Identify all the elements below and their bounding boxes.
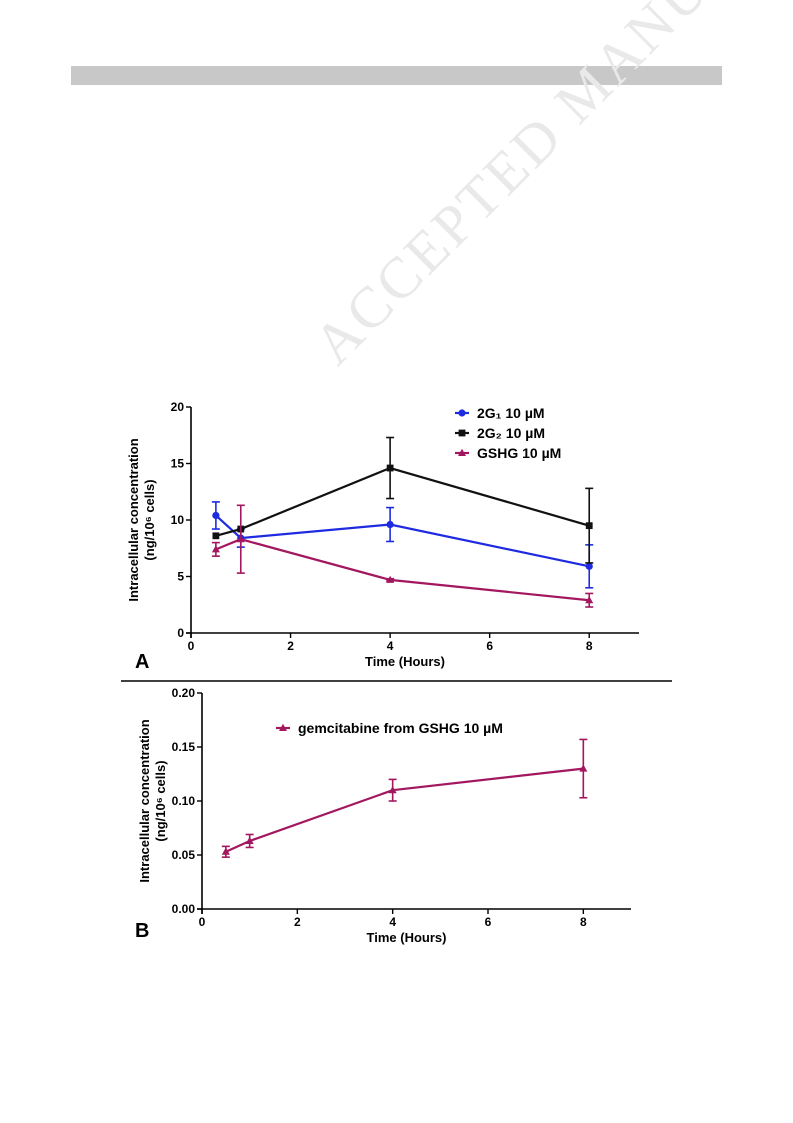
data-point [579,764,588,772]
legend-label: 2G₂ 10 µM [477,425,545,441]
x-axis-label: Time (Hours) [367,930,447,945]
x-tick-label: 8 [580,915,587,929]
data-point [211,545,220,553]
y-tick-label: 0.15 [172,740,196,754]
legend-label: GSHG 10 µM [477,445,561,461]
y-axis-label-line2: (ng/10⁶ cells) [142,479,157,560]
legend-label: 2G₁ 10 µM [477,405,545,421]
data-point [212,511,220,520]
x-axis-label: Time (Hours) [365,654,445,669]
data-point [585,596,594,604]
x-tick-label: 6 [485,915,492,929]
panel-label: B [135,920,149,942]
legend-marker [458,448,466,456]
y-tick-label: 15 [171,457,185,471]
data-point [245,836,254,844]
y-tick-label: 0.20 [172,686,196,700]
legend-marker [458,429,466,437]
data-point [386,575,395,583]
series-line [215,538,590,602]
y-axis-label-line1: Intracellular concentration [137,719,152,882]
x-tick-label: 2 [294,915,301,929]
data-point [388,786,397,794]
y-tick-label: 0 [177,626,184,640]
legend-marker [279,723,287,731]
data-point [585,562,593,570]
series-line [215,514,590,568]
y-tick-label: 0.00 [172,902,196,916]
panel-label: A [135,651,149,673]
x-tick-label: 0 [199,915,206,929]
legend-marker [458,409,466,417]
header-bar [71,66,722,85]
data-point [221,847,230,855]
x-tick-label: 2 [287,639,294,653]
y-tick-label: 5 [177,570,184,584]
data-point [386,464,394,472]
x-tick-label: 8 [586,639,593,653]
x-tick-label: 4 [389,915,396,929]
data-point [386,520,394,529]
x-tick-label: 6 [486,639,493,653]
data-point [212,532,220,540]
series-line [215,466,590,537]
x-tick-label: 4 [387,639,394,653]
y-tick-label: 20 [171,400,185,414]
x-tick-label: 0 [188,639,195,653]
y-tick-label: 10 [171,513,185,527]
y-tick-label: 0.05 [172,848,196,862]
y-tick-label: 0.10 [172,794,196,808]
data-point [585,522,593,530]
legend-label: gemcitabine from GSHG 10 µM [298,720,503,736]
y-axis-label-line2: (ng/10⁶ cells) [153,760,168,841]
y-axis-label-line1: Intracellular concentration [126,438,141,601]
series-line [225,767,584,853]
data-point [236,535,245,543]
